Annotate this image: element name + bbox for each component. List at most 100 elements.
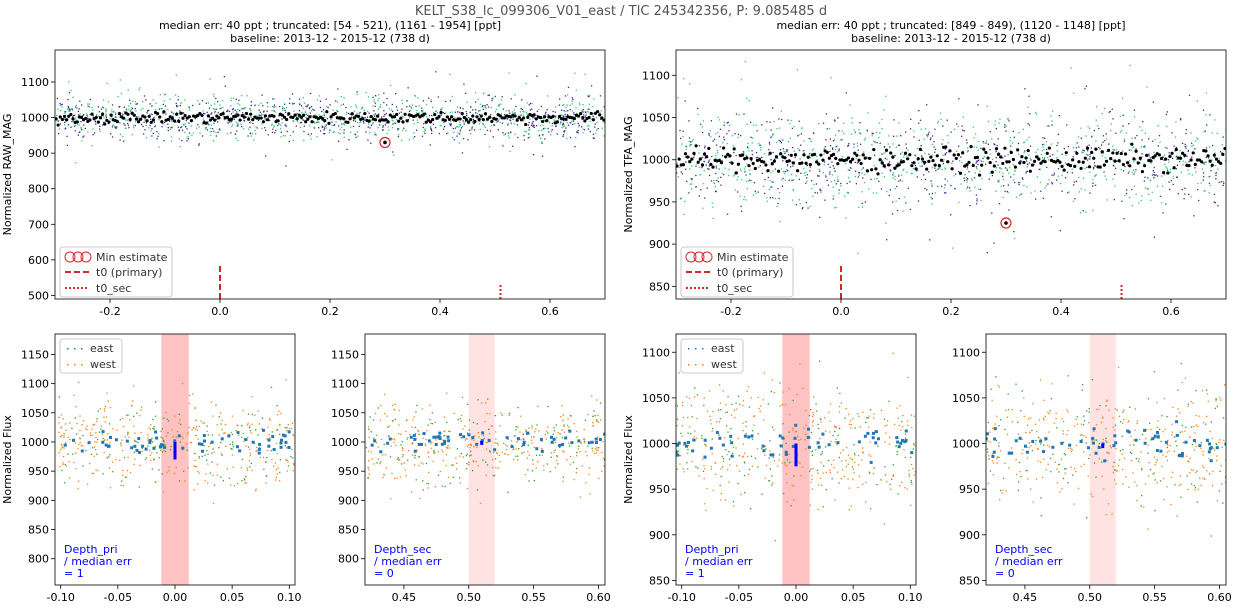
west-point bbox=[116, 429, 118, 431]
raw-point bbox=[896, 162, 899, 164]
raw-point bbox=[571, 103, 573, 105]
raw-point bbox=[540, 120, 542, 122]
raw-point bbox=[790, 173, 793, 176]
binned-point bbox=[702, 152, 707, 156]
east-binned-point bbox=[200, 442, 204, 446]
east-raw-point bbox=[486, 464, 489, 466]
raw-point bbox=[284, 111, 287, 114]
raw-point bbox=[781, 118, 783, 121]
west-point bbox=[188, 426, 190, 429]
west-point bbox=[231, 454, 234, 456]
east-raw-point bbox=[525, 430, 527, 433]
raw-point bbox=[278, 115, 280, 117]
raw-point bbox=[1119, 161, 1121, 164]
east-binned-point bbox=[388, 437, 392, 441]
raw-point bbox=[479, 128, 481, 131]
raw-point bbox=[507, 135, 510, 137]
raw-point bbox=[1222, 136, 1224, 138]
raw-point bbox=[298, 116, 301, 118]
raw-point bbox=[807, 207, 809, 209]
raw-point bbox=[453, 131, 455, 133]
raw-point bbox=[728, 130, 730, 132]
west-point bbox=[725, 403, 727, 406]
west-point bbox=[563, 425, 565, 428]
raw-point bbox=[536, 114, 538, 117]
raw-point bbox=[544, 113, 547, 115]
raw-point bbox=[150, 105, 153, 108]
raw-point bbox=[874, 141, 876, 143]
west-point bbox=[553, 451, 555, 453]
west-point bbox=[139, 415, 141, 417]
raw-point bbox=[580, 126, 583, 128]
raw-point bbox=[768, 188, 770, 191]
raw-point bbox=[202, 118, 204, 120]
raw-point bbox=[819, 189, 821, 191]
raw-point bbox=[282, 135, 285, 137]
raw-point bbox=[483, 125, 485, 127]
raw-point bbox=[866, 157, 869, 159]
raw-point bbox=[356, 121, 359, 124]
west-point bbox=[194, 407, 196, 409]
raw-point bbox=[1019, 181, 1021, 183]
raw-point bbox=[931, 203, 933, 205]
binned-point bbox=[196, 113, 200, 117]
raw-point bbox=[1009, 150, 1012, 152]
west-point bbox=[248, 460, 251, 462]
raw-point bbox=[589, 131, 591, 133]
west-point bbox=[443, 430, 445, 433]
raw-point bbox=[434, 126, 437, 129]
west-point bbox=[596, 447, 598, 449]
raw-point bbox=[1066, 171, 1069, 174]
west-point bbox=[290, 427, 293, 430]
east-binned-point bbox=[440, 442, 444, 446]
west-point bbox=[134, 432, 136, 434]
west-point bbox=[111, 461, 114, 463]
raw-point bbox=[574, 72, 576, 74]
data-points bbox=[365, 392, 605, 505]
y-tick-label: 1050 bbox=[21, 407, 49, 420]
raw-point bbox=[175, 102, 177, 105]
raw-point bbox=[782, 148, 784, 150]
raw-point bbox=[371, 124, 373, 126]
raw-point bbox=[796, 69, 798, 71]
east-raw-point bbox=[58, 396, 60, 398]
raw-point bbox=[698, 166, 701, 169]
raw-point bbox=[715, 190, 717, 193]
binned-point bbox=[433, 112, 437, 117]
raw-point bbox=[926, 189, 928, 191]
raw-point bbox=[1049, 155, 1051, 157]
binned-point bbox=[1077, 160, 1081, 164]
raw-point bbox=[325, 98, 327, 100]
west-point bbox=[216, 424, 218, 426]
raw-point bbox=[1166, 125, 1168, 127]
raw-point bbox=[516, 124, 519, 126]
raw-point bbox=[215, 132, 217, 134]
raw-point bbox=[834, 120, 836, 122]
east-raw-point bbox=[465, 454, 468, 457]
east-raw-point bbox=[276, 429, 279, 431]
raw-point bbox=[681, 143, 683, 145]
raw-point bbox=[588, 103, 591, 105]
raw-point bbox=[305, 116, 307, 119]
raw-point bbox=[806, 174, 808, 176]
raw-point bbox=[238, 99, 240, 102]
east-raw-point bbox=[433, 450, 435, 452]
raw-point bbox=[335, 100, 337, 102]
raw-point bbox=[1045, 141, 1047, 143]
raw-point bbox=[1094, 184, 1097, 186]
raw-point bbox=[986, 251, 988, 254]
east-raw-point bbox=[251, 413, 254, 416]
raw-point bbox=[337, 88, 339, 90]
binned-point bbox=[198, 111, 202, 116]
raw-point bbox=[950, 131, 952, 133]
raw-point bbox=[1203, 163, 1206, 166]
west-point bbox=[181, 382, 184, 385]
binned-point bbox=[71, 117, 75, 121]
raw-point bbox=[392, 113, 395, 115]
raw-point bbox=[126, 122, 129, 125]
raw-point bbox=[340, 104, 342, 107]
raw-point bbox=[870, 157, 873, 159]
west-point bbox=[391, 404, 394, 406]
west-point bbox=[377, 446, 379, 448]
raw-point bbox=[904, 131, 907, 133]
